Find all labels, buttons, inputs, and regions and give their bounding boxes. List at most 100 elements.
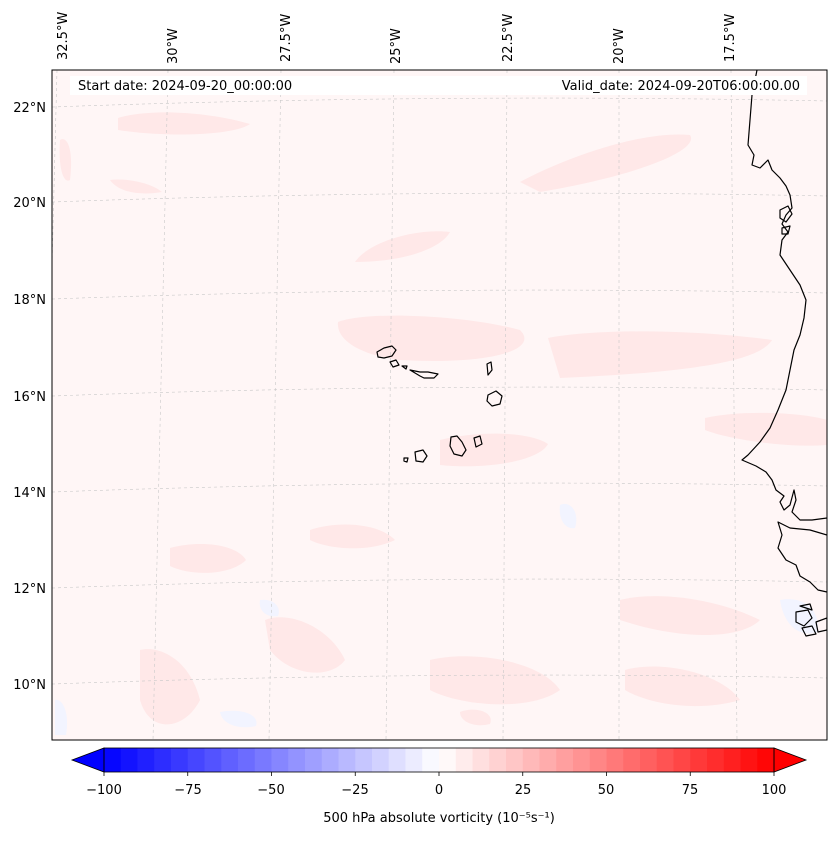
latitude-label: 12°N (13, 582, 46, 597)
island (779, 205, 793, 223)
meridian-line (502, 70, 508, 740)
colorbar-segment (204, 748, 222, 772)
island-santiago (449, 435, 467, 457)
colorbar-segment (171, 748, 189, 772)
vorticity-patch (430, 656, 560, 705)
colorbar-tick-label: 25 (515, 783, 532, 798)
vorticity-patch (337, 315, 525, 361)
colorbar-segments (104, 748, 775, 772)
parallel-line (52, 289, 827, 300)
colorbar-segment (606, 748, 624, 772)
latitude-label: 20°N (13, 196, 46, 211)
colorbar-ticks: −100 −75 −50 −25 0 25 50 75 100 (86, 772, 786, 798)
parallel-line (52, 674, 827, 685)
vorticity-patch (460, 709, 491, 726)
island (799, 603, 813, 611)
colorbar-segment (305, 748, 323, 772)
colorbar-segment (271, 748, 289, 772)
colorbar-segment (673, 748, 691, 772)
colorbar-segment (338, 748, 356, 772)
colorbar-segment (372, 748, 390, 772)
longitude-label: 20°W (612, 28, 627, 64)
parallel-line (52, 482, 827, 493)
island-sao-nicolau (409, 369, 439, 379)
colorbar-segment (506, 748, 524, 772)
meridian-line (268, 70, 282, 740)
vorticity-patch-negative (220, 710, 257, 728)
colorbar-segment (288, 748, 306, 772)
island-santo-antao (376, 345, 397, 359)
parallel-line (52, 386, 827, 397)
colorbar-segment (254, 748, 272, 772)
colorbar-segment (707, 748, 725, 772)
africa-coastline (741, 70, 827, 521)
colorbar-segment (422, 748, 440, 772)
vorticity-patch (355, 231, 450, 262)
colorbar-segment (522, 748, 540, 772)
colorbar-tick-label: 50 (598, 783, 615, 798)
map-panel: Start date: 2024-09-20_00:00:00 Valid_da… (51, 69, 828, 741)
island (781, 225, 791, 235)
vorticity-patch (520, 134, 692, 192)
vorticity-field (55, 112, 827, 735)
latitude-label: 18°N (13, 293, 46, 308)
colorbar-segment (589, 748, 607, 772)
coastlines (376, 70, 827, 637)
vorticity-patch (265, 617, 345, 673)
meridian-line (730, 70, 738, 740)
parallel-line (52, 192, 827, 203)
graticule (52, 70, 827, 740)
colorbar-segment (187, 748, 205, 772)
longitude-label: 30°W (166, 28, 181, 64)
colorbar-segment (556, 748, 574, 772)
map-frame (51, 69, 828, 741)
island-santa-luzia (401, 365, 408, 370)
island-boa-vista (486, 390, 503, 407)
colorbar-segment (137, 748, 155, 772)
colorbar-tick-label: −50 (257, 783, 284, 798)
vorticity-patch-negative (559, 503, 577, 529)
colorbar-segment (656, 748, 674, 772)
colorbar-segment (439, 748, 457, 772)
vorticity-patch (118, 112, 250, 135)
colorbar-label: 500 hPa absolute vorticity (10⁻⁵s⁻¹) (323, 811, 555, 826)
parallel-line (52, 97, 827, 108)
map-background (52, 70, 827, 740)
longitude-label: 25°W (389, 28, 404, 64)
colorbar-tick-label: 100 (762, 783, 787, 798)
latitude-label: 10°N (13, 678, 46, 693)
vorticity-patch (59, 139, 72, 181)
colorbar-segment (757, 748, 775, 772)
colorbar-segment (321, 748, 339, 772)
island (795, 609, 813, 627)
longitude-label: 17.5°W (723, 14, 738, 62)
meridian-line (152, 70, 169, 740)
colorbar-segment (104, 748, 122, 772)
colorbar-segment (640, 748, 658, 772)
colorbar-tick-label: −75 (174, 783, 201, 798)
colorbar-segment (623, 748, 641, 772)
colorbar-tick-label: 75 (682, 783, 699, 798)
longitude-label: 27.5°W (279, 14, 294, 62)
island-fogo (414, 449, 428, 463)
bijagos-coast (777, 521, 827, 593)
vorticity-patch-negative (259, 599, 279, 617)
island-sal (486, 361, 493, 376)
vorticity-patch (110, 179, 162, 194)
colorbar-segment (573, 748, 591, 772)
longitude-labels: 32.5°W 30°W 27.5°W 25°W 22.5°W 20°W 17.5… (56, 12, 738, 64)
vorticity-patch (310, 524, 395, 549)
header-box (70, 76, 807, 95)
colorbar-min-extend (70, 747, 105, 773)
island (815, 617, 827, 633)
colorbar-segment (455, 748, 473, 772)
vorticity-patch (548, 331, 772, 378)
parallel-line (52, 578, 827, 589)
vorticity-patch (620, 596, 760, 635)
latitude-label: 22°N (13, 101, 46, 116)
colorbar-segment (221, 748, 239, 772)
island-sao-vicente (389, 359, 400, 368)
colorbar-segment (120, 748, 138, 772)
colorbar-segment (690, 748, 708, 772)
